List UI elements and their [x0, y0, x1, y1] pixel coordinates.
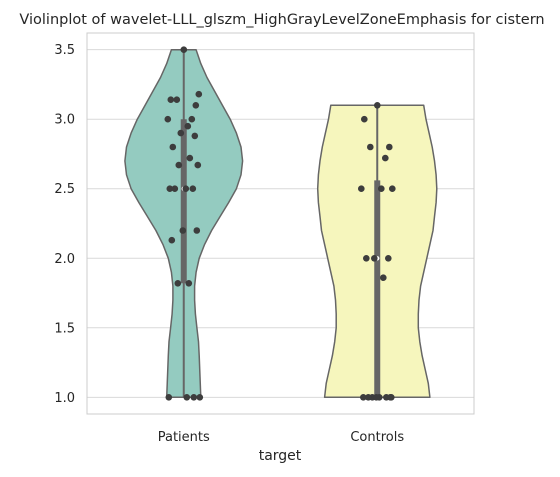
data-point	[365, 394, 372, 401]
data-points	[164, 46, 396, 401]
data-point	[371, 254, 378, 262]
data-point	[185, 280, 193, 287]
data-point	[174, 280, 182, 287]
data-point	[367, 143, 374, 151]
data-point	[385, 254, 392, 262]
data-point	[387, 394, 394, 401]
data-point	[166, 185, 174, 192]
y-tick-label: 1.0	[54, 391, 75, 406]
data-point	[358, 185, 365, 192]
y-tick-label: 2.5	[54, 182, 75, 197]
data-point	[168, 236, 176, 244]
y-tick-label: 3.0	[54, 113, 75, 128]
data-point	[167, 96, 175, 103]
x-axis-title: target	[259, 448, 302, 464]
x-tick-label: Controls	[350, 430, 404, 445]
data-point	[194, 161, 202, 169]
data-point	[169, 143, 177, 151]
data-point	[389, 185, 396, 192]
data-point	[180, 46, 188, 53]
data-point	[173, 96, 181, 103]
data-point	[361, 115, 368, 123]
data-point	[179, 227, 187, 234]
data-point	[184, 122, 192, 130]
data-point	[373, 394, 380, 401]
y-tick-label: 3.5	[54, 43, 75, 58]
data-point	[195, 90, 203, 98]
data-point	[360, 394, 367, 401]
y-tick-label: 2.0	[54, 252, 75, 267]
data-point	[380, 274, 387, 282]
data-point	[175, 161, 183, 169]
chart-title: Violinplot of wavelet-LLL_glszm_HighGray…	[19, 12, 544, 28]
data-point	[192, 102, 200, 109]
data-point	[189, 185, 197, 192]
data-point	[171, 185, 179, 192]
y-tick-labels: 1.0 1.5 2.0 2.5 3.0 3.5	[54, 43, 75, 406]
data-point	[182, 185, 190, 192]
plot-frame	[86, 32, 475, 415]
data-point	[382, 154, 389, 162]
violins	[124, 48, 438, 399]
data-point	[186, 154, 194, 162]
data-point	[363, 254, 370, 262]
data-point	[188, 115, 196, 123]
data-point	[164, 115, 172, 123]
data-point	[374, 102, 381, 109]
data-point	[165, 394, 173, 401]
data-point	[386, 143, 393, 151]
y-tick-label: 1.5	[54, 321, 75, 336]
data-point	[191, 132, 199, 140]
data-point	[183, 394, 191, 401]
data-point	[190, 394, 198, 401]
data-point	[378, 185, 385, 192]
data-point	[193, 227, 201, 234]
x-tick-labels: Patients Controls	[158, 430, 405, 445]
data-point	[177, 129, 185, 137]
data-point	[196, 394, 204, 401]
x-tick-label: Patients	[158, 430, 210, 445]
